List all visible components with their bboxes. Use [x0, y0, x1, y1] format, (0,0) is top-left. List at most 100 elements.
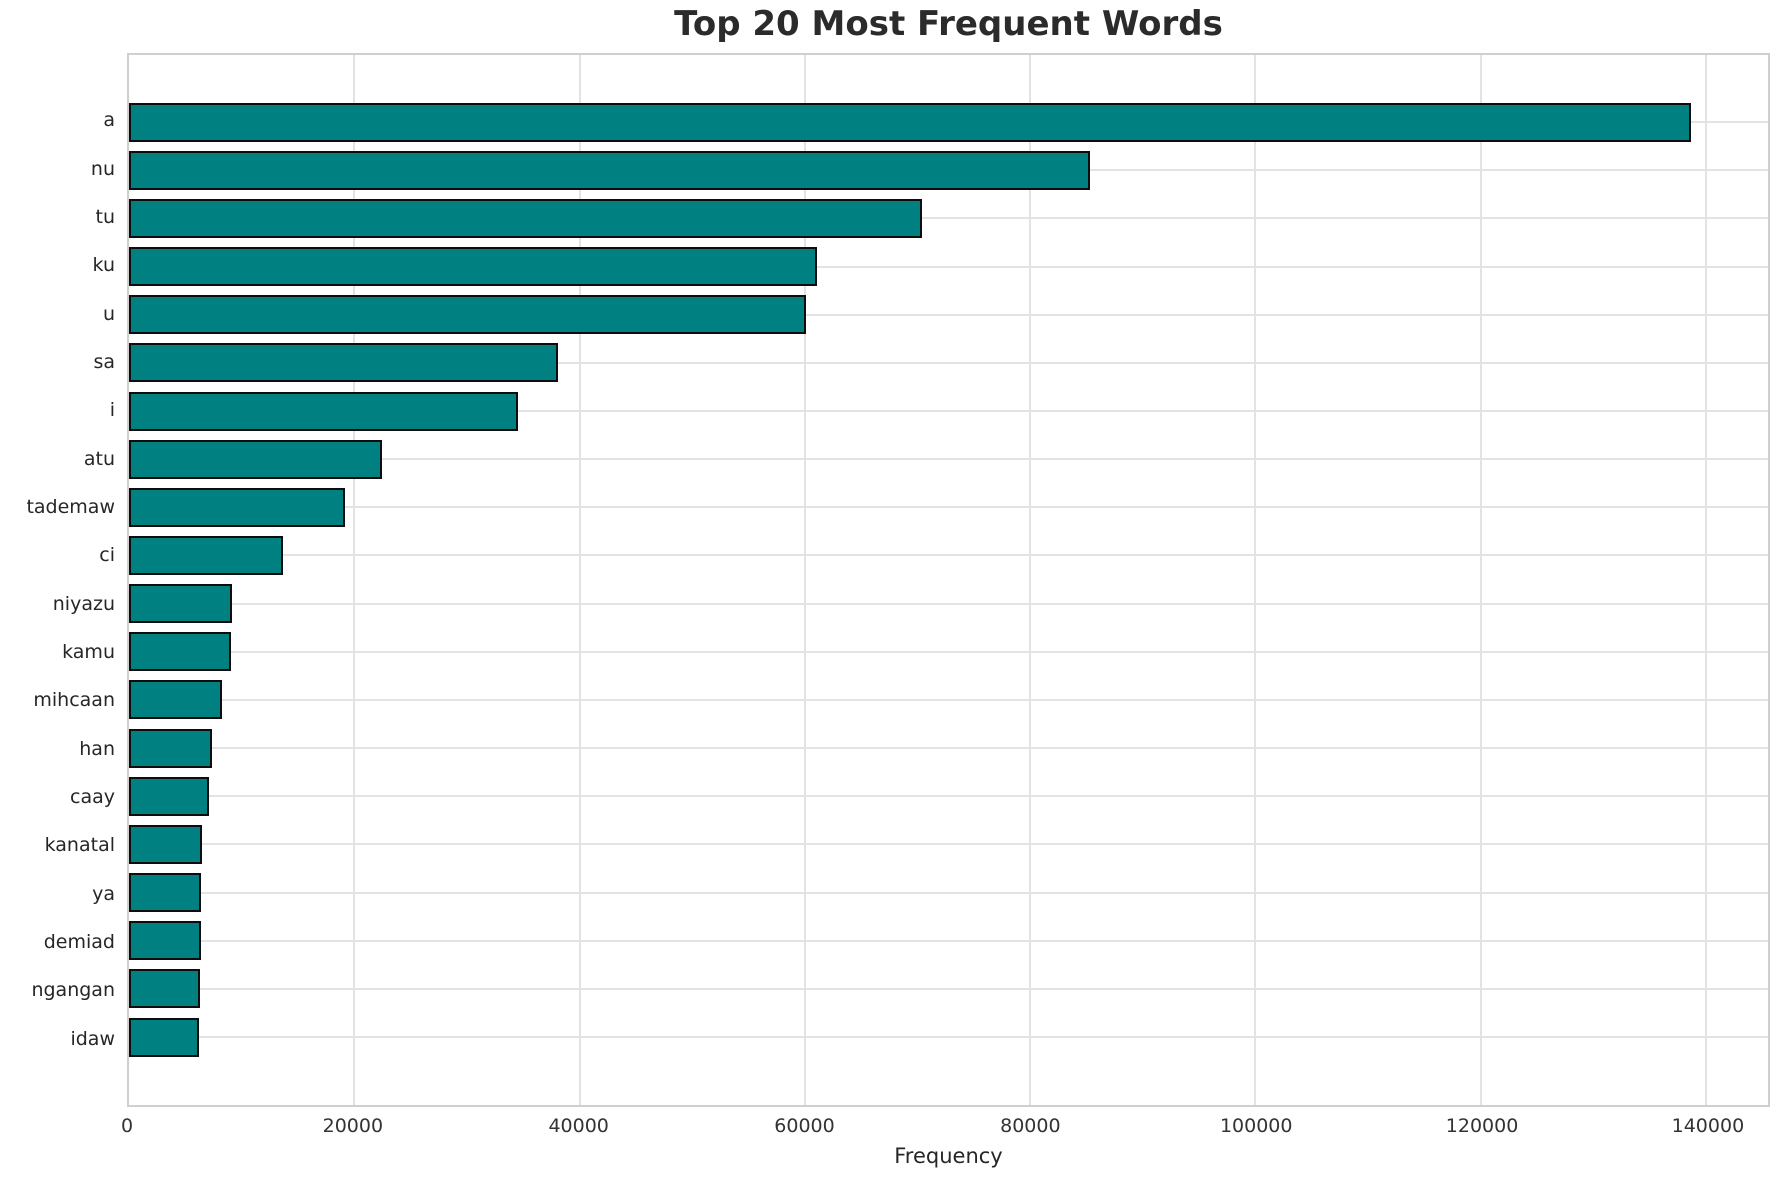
bar-row	[129, 1013, 1768, 1061]
bar-row	[129, 146, 1768, 194]
horizontal-gridline	[129, 313, 1768, 316]
bar-row	[129, 628, 1768, 676]
horizontal-gridline	[129, 698, 1768, 701]
bar-demiad	[129, 921, 201, 961]
bar-row	[129, 387, 1768, 435]
x-axis-tick-label-20000: 20000	[322, 1115, 384, 1137]
y-axis-label-sa: sa	[93, 350, 115, 373]
horizontal-gridline	[129, 843, 1768, 846]
x-axis-tick-label-40000: 40000	[548, 1115, 609, 1137]
bar-row	[129, 772, 1768, 820]
bar-row	[129, 820, 1768, 868]
y-axis-label-ya: ya	[92, 882, 115, 905]
bar-row	[129, 242, 1768, 290]
vertical-gridline	[1479, 55, 1482, 1105]
bar-idaw	[129, 1017, 200, 1057]
horizontal-gridline	[129, 602, 1768, 605]
bar-ngangan	[129, 969, 200, 1009]
bar-row	[129, 676, 1768, 724]
bar-row	[129, 917, 1768, 965]
vertical-gridline	[353, 55, 356, 1105]
bar-u	[129, 295, 806, 335]
bar-tu	[129, 198, 923, 238]
x-axis-tick-label-80000: 80000	[1000, 1115, 1061, 1137]
bar-caay	[129, 776, 209, 816]
bar-sa	[129, 343, 559, 383]
horizontal-gridline	[129, 506, 1768, 509]
bar-row	[129, 531, 1768, 579]
y-axis-label-caay: caay	[70, 785, 115, 808]
y-axis-label-mihcaan: mihcaan	[33, 689, 115, 712]
y-axis-label-nu: nu	[90, 157, 115, 180]
horizontal-gridline	[129, 1036, 1768, 1039]
bar-mihcaan	[129, 680, 223, 720]
x-axis-title: Frequency	[894, 1144, 1003, 1168]
y-axis-label-atu: atu	[83, 447, 115, 470]
x-axis-tick-label-100000: 100000	[1219, 1115, 1293, 1137]
horizontal-gridline	[129, 217, 1768, 220]
y-axis-label-ci: ci	[99, 544, 115, 567]
vertical-gridline	[1254, 55, 1257, 1105]
y-axis-label-tademaw: tademaw	[26, 495, 115, 518]
bar-kanatal	[129, 824, 203, 864]
horizontal-gridline	[129, 554, 1768, 557]
horizontal-gridline	[129, 987, 1768, 990]
horizontal-gridline	[129, 650, 1768, 653]
bars-container	[129, 98, 1768, 1061]
vertical-gridline	[1029, 55, 1032, 1105]
vertical-gridline	[1705, 55, 1708, 1105]
y-axis-label-kanatal: kanatal	[44, 834, 115, 857]
horizontal-gridline	[129, 747, 1768, 750]
bar-nu	[129, 150, 1090, 190]
y-axis-label-idaw: idaw	[70, 1027, 115, 1050]
horizontal-gridline	[129, 410, 1768, 413]
bar-atu	[129, 439, 383, 479]
y-axis-label-demiad: demiad	[43, 931, 115, 954]
bar-kamu	[129, 632, 231, 672]
y-axis-label-kamu: kamu	[62, 640, 115, 663]
y-axis-label-tu: tu	[95, 205, 116, 228]
bar-row	[129, 435, 1768, 483]
bar-row	[129, 194, 1768, 242]
bar-row	[129, 339, 1768, 387]
horizontal-gridline	[129, 891, 1768, 894]
plot-area	[127, 53, 1770, 1107]
bar-row	[129, 869, 1768, 917]
y-axis-labels: a nu tu ku u sa i atu tademaw ci niyazu kamu mihcaan…	[0, 53, 115, 1107]
bar-row	[129, 724, 1768, 772]
x-axis-tick-label-140000: 140000	[1671, 1115, 1745, 1137]
bar-row	[129, 98, 1768, 146]
bar-i	[129, 391, 518, 431]
bar-ya	[129, 873, 202, 913]
bar-tademaw	[129, 487, 346, 527]
bar-row	[129, 580, 1768, 628]
horizontal-gridline	[129, 458, 1768, 461]
bar-a	[129, 102, 1692, 142]
x-axis-tick-label-120000: 120000	[1445, 1115, 1519, 1137]
bar-han	[129, 728, 213, 768]
y-axis-label-ku: ku	[92, 254, 115, 277]
y-axis-label-ngangan: ngangan	[31, 979, 115, 1002]
horizontal-gridline	[129, 795, 1768, 798]
vertical-gridline	[803, 55, 806, 1105]
bar-row	[129, 965, 1768, 1013]
horizontal-gridline	[129, 265, 1768, 268]
bar-ku	[129, 247, 818, 287]
chart-title: Top 20 Most Frequent Words	[674, 4, 1223, 44]
bar-row	[129, 291, 1768, 339]
y-axis-label-i: i	[109, 399, 115, 422]
vertical-gridline	[578, 55, 581, 1105]
bar-ci	[129, 535, 284, 575]
bar-row	[129, 483, 1768, 531]
y-axis-label-niyazu: niyazu	[52, 592, 115, 615]
y-axis-label-u: u	[102, 302, 115, 325]
x-axis-tick-label-60000: 60000	[774, 1115, 835, 1137]
bar-niyazu	[129, 584, 233, 624]
x-axis-tick-label-0: 0	[120, 1115, 134, 1137]
horizontal-gridline	[129, 939, 1768, 942]
y-axis-label-a: a	[103, 109, 115, 132]
horizontal-gridline	[129, 361, 1768, 364]
x-axis-tick-labels: 0 20000 40000 60000 80000 100000 120000 140000	[121, 1115, 1770, 1143]
y-axis-label-han: han	[79, 737, 115, 760]
